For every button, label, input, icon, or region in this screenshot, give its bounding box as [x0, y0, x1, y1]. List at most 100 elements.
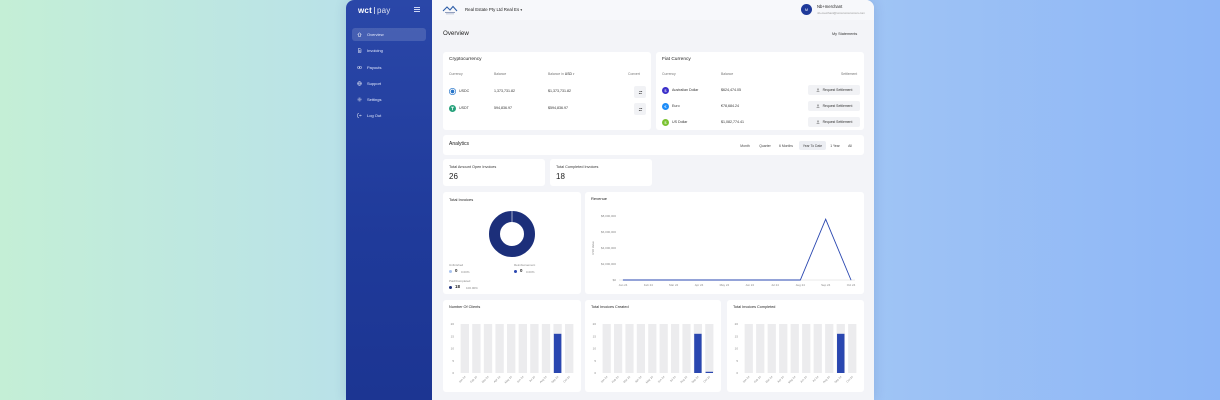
revenue-point: [724, 279, 725, 281]
avatar-initials: M: [805, 7, 808, 12]
sidebar-item-label: Payouts: [367, 64, 382, 70]
y-tick-label: 15: [593, 334, 597, 338]
convert-button[interactable]: [634, 103, 646, 115]
bar: [553, 333, 562, 373]
document-icon: [358, 48, 362, 54]
bar-background: [802, 324, 811, 373]
period-tab-month[interactable]: Month: [740, 143, 750, 148]
sidebar-item-label: Settings: [367, 97, 382, 103]
bar-background: [613, 324, 623, 373]
bar-background: [756, 324, 765, 373]
period-tab-year-to-date[interactable]: Year To Date: [799, 141, 826, 150]
my-statements-link[interactable]: My Statements: [832, 32, 858, 36]
period-tab-all[interactable]: All: [848, 143, 852, 148]
request-settlement-button[interactable]: Request Settlement: [808, 117, 860, 127]
request-settlement-label: Request Settlement: [822, 120, 853, 124]
bar-background: [565, 324, 574, 373]
fiat-name: Euro: [672, 104, 680, 108]
bar-background: [541, 324, 551, 373]
balance-in-label: Balance in: [548, 72, 564, 76]
invoices-created-card: Total Invoices Created 0 5 10 15 20 Jan 24 Feb …: [585, 300, 721, 392]
y-tick-label: 5: [452, 359, 454, 363]
sidebar-item-invoicing[interactable]: Invoicing: [352, 44, 426, 57]
sidebar-item-settings[interactable]: Settings: [352, 93, 426, 106]
legend-value-reimbursement: 0: [520, 268, 523, 273]
fiat-header-settlement: Settlement: [841, 72, 858, 76]
legend-pct-unfinished: 0.00%: [461, 269, 470, 274]
revenue-point: [673, 279, 674, 281]
bar-background: [767, 324, 776, 373]
x-tick-label: Aug 24: [539, 375, 548, 384]
request-settlement-button[interactable]: Request Settlement: [808, 101, 860, 111]
bar-chart-title: Total Invoices Completed: [733, 305, 775, 309]
upload-icon: [816, 104, 820, 108]
x-tick-label: Oct 24: [562, 375, 571, 384]
y-tick-label: $2,000,000: [601, 262, 616, 266]
x-tick-label: Feb 24: [753, 375, 762, 384]
bar-background: [460, 324, 469, 373]
crypto-card-title: Cryptocurrency: [449, 57, 482, 62]
app-window: wct pay Overview Invoicing Payouts Suppor…: [346, 0, 874, 400]
y-tick-label: 0: [736, 371, 738, 375]
period-tab-6-months[interactable]: 6 Months: [779, 143, 793, 148]
convert-button[interactable]: [634, 86, 646, 98]
bar-background: [625, 324, 634, 373]
x-tick-label: May 24: [504, 375, 514, 385]
fiat-card-title: Fiat Currency: [662, 57, 691, 62]
menu-toggle-icon[interactable]: [414, 7, 420, 12]
x-tick-label: May 24: [720, 283, 730, 287]
bar: [837, 333, 845, 373]
crypto-name: USDC: [459, 89, 470, 93]
analytics-title: Analytics: [449, 141, 470, 147]
completed-invoices-value: 18: [556, 172, 565, 181]
crypto-header-balance-in[interactable]: Balance in USD ▾: [548, 72, 574, 76]
page-title: Overview: [443, 30, 469, 37]
x-tick-label: Aug 24: [796, 283, 806, 287]
fiat-header-balance: Balance: [721, 72, 734, 76]
x-tick-label: Sep 24: [550, 375, 559, 384]
legend-label-unfinished: Unfinished: [449, 263, 464, 267]
sidebar-item-payouts[interactable]: Payouts: [352, 61, 426, 74]
x-tick-label: Apr 24: [493, 375, 502, 384]
logo-product: pay: [376, 6, 391, 15]
x-tick-label: Jul 24: [771, 283, 779, 287]
globe-icon: [357, 81, 362, 86]
eur-icon: €: [662, 103, 669, 110]
sidebar-item-support[interactable]: Support: [352, 77, 426, 90]
avatar[interactable]: M: [801, 4, 812, 15]
sidebar-item-overview[interactable]: Overview: [352, 28, 426, 41]
invoices-completed-bar-chart: Total Invoices Completed 0 5 10 15 20 Jan 24 Fe…: [733, 305, 857, 384]
home-icon: [357, 32, 362, 37]
legend-value-paid: 18: [455, 284, 460, 289]
y-tick-label: $0: [613, 278, 617, 282]
x-tick-label: Feb 24: [644, 283, 653, 287]
x-tick-label: Jul 24: [669, 375, 677, 383]
bar-chart-title: Total Invoices Created: [591, 305, 629, 309]
crypto-balance-usd: $594,836.97: [548, 106, 568, 110]
fiat-name: US Dollar: [672, 120, 688, 124]
revenue-card: Revenue $0 $2,000,000 $4,000,000 $6,000,000 $…: [585, 192, 864, 294]
revenue-point: [800, 279, 801, 281]
org-selector[interactable]: Real Estate Pty Ltd Real Es ▾: [465, 7, 522, 12]
sidebar-item-logout[interactable]: Log Out: [352, 109, 426, 122]
bar-background: [705, 324, 714, 373]
x-tick-label: Mar 24: [481, 375, 490, 384]
org-name: Real Estate Pty Ltd Real Es: [465, 7, 520, 12]
y-tick-label: 15: [451, 334, 455, 338]
crypto-header-currency: Currency: [449, 72, 463, 76]
bar-background: [744, 324, 753, 373]
payout-icon: [357, 65, 362, 69]
period-tab-quarter[interactable]: Quarter: [759, 143, 771, 148]
clients-card: Number Of Clients 0 5 10 15 20 Jan 24 Feb 24 Mar…: [443, 300, 581, 392]
revenue-point: [749, 279, 750, 281]
svg-text:$: $: [664, 121, 667, 125]
request-settlement-button[interactable]: Request Settlement: [808, 85, 860, 95]
convert-icon: [637, 107, 643, 111]
x-tick-label: Sep 24: [833, 375, 842, 384]
x-tick-label: Jul 24: [528, 375, 536, 383]
x-tick-label: Apr 24: [776, 375, 785, 384]
y-tick-label: 0: [594, 371, 596, 375]
donut-chart: [489, 211, 535, 257]
y-tick-label: 0: [452, 371, 454, 375]
period-tab-1-year[interactable]: 1 Year: [830, 143, 840, 148]
